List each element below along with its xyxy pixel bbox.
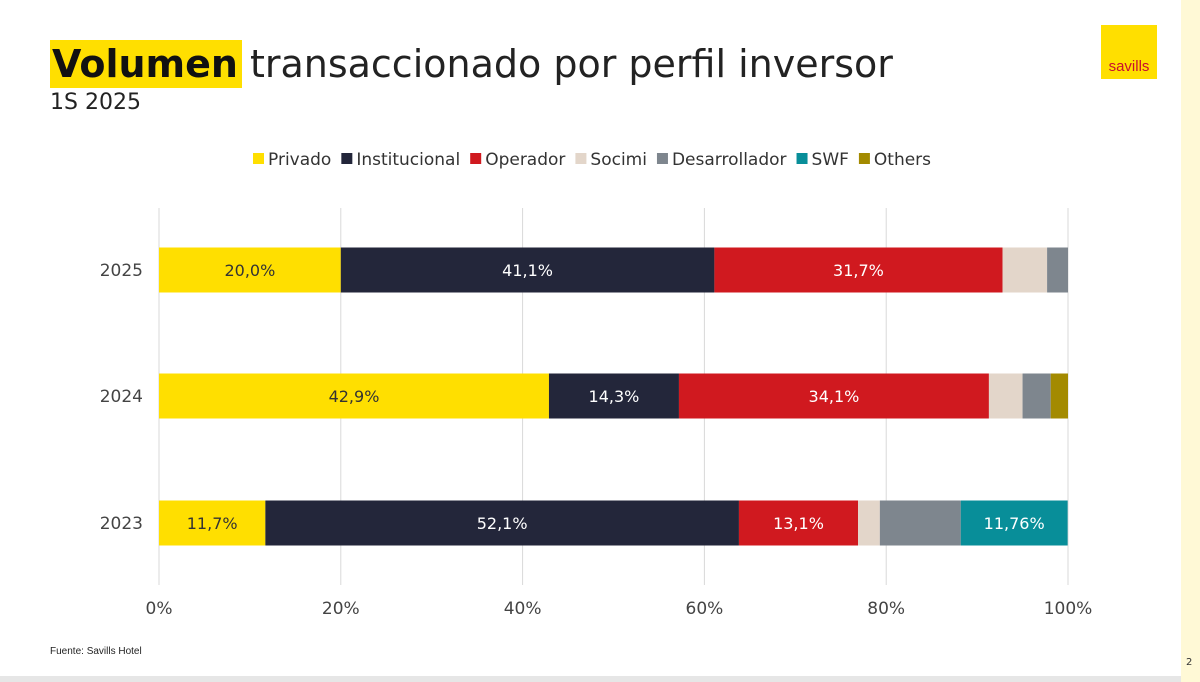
bar-segment bbox=[738, 500, 859, 546]
bar-segment bbox=[159, 247, 341, 293]
subtitle: 1S 2025 bbox=[50, 90, 141, 115]
bar-segment bbox=[879, 500, 961, 546]
bar-segment bbox=[988, 373, 1023, 419]
bar-segment bbox=[265, 500, 739, 546]
data-label: 14,3% bbox=[589, 387, 640, 406]
data-label: 20,0% bbox=[224, 261, 275, 280]
bar-segment bbox=[159, 500, 266, 546]
x-tick-label: 40% bbox=[504, 599, 542, 619]
bar-segment bbox=[678, 373, 989, 419]
legend-swatch bbox=[656, 153, 668, 164]
data-label: 11,7% bbox=[187, 514, 238, 533]
y-category-label: 2023 bbox=[100, 514, 143, 534]
legend-label: Others bbox=[874, 150, 931, 170]
bar-segment bbox=[960, 500, 1068, 546]
legend-label: Socimi bbox=[590, 150, 647, 170]
legend-swatch bbox=[470, 153, 482, 164]
y-category-label: 2024 bbox=[100, 387, 143, 407]
title-highlight: Volumen bbox=[50, 40, 242, 88]
bar-segment bbox=[714, 247, 1003, 293]
legend-label: Institucional bbox=[356, 150, 460, 170]
legend-swatch bbox=[253, 153, 264, 164]
savills-logo: savills bbox=[1101, 25, 1157, 79]
bar-segment bbox=[340, 247, 715, 293]
x-tick-label: 80% bbox=[867, 599, 905, 619]
data-label: 34,1% bbox=[809, 387, 860, 406]
legend-swatch bbox=[858, 153, 870, 164]
data-label: 31,7% bbox=[833, 261, 884, 280]
data-label: 42,9% bbox=[329, 387, 380, 406]
bar-segment bbox=[548, 373, 679, 419]
logo-text: savills bbox=[1108, 58, 1150, 75]
data-label: 11,76% bbox=[984, 514, 1045, 533]
x-tick-label: 60% bbox=[686, 599, 724, 619]
legend-swatch bbox=[341, 153, 353, 164]
bar-segment bbox=[159, 373, 549, 419]
bar-segment bbox=[858, 500, 880, 546]
source-note: Fuente: Savills Hotel bbox=[50, 646, 142, 657]
legend-label: Operador bbox=[485, 150, 565, 170]
y-category-label: 2025 bbox=[100, 261, 143, 281]
page-number: 2 bbox=[1186, 657, 1193, 668]
bar-segment bbox=[1050, 373, 1068, 419]
x-tick-label: 0% bbox=[146, 599, 173, 619]
legend-label: Desarrollador bbox=[672, 150, 787, 170]
title-rest: transaccionado por perfil inversor bbox=[249, 42, 893, 86]
x-tick-label: 100% bbox=[1044, 599, 1093, 619]
legend-label: Privado bbox=[268, 150, 331, 170]
stacked-bar-chart: 0% 20% 40% 60% 80% 100% 2025 2024 2023 20,0% 41,1%… bbox=[100, 150, 1093, 619]
x-tick-label: 20% bbox=[322, 599, 360, 619]
data-label: 52,1% bbox=[477, 514, 528, 533]
legend-swatch bbox=[796, 153, 808, 164]
bar-segment bbox=[1002, 247, 1048, 293]
legend-swatch bbox=[575, 153, 587, 164]
data-label: 41,1% bbox=[502, 261, 553, 280]
data-label: 13,1% bbox=[773, 514, 824, 533]
bottom-bar bbox=[0, 676, 1181, 682]
bar-segment bbox=[1022, 373, 1051, 419]
slide: Volumen transaccionado por perfil inverso… bbox=[50, 25, 1157, 657]
bar-segment bbox=[1047, 247, 1068, 293]
slide-edge bbox=[1181, 0, 1200, 682]
legend-label: SWF bbox=[812, 150, 849, 170]
page-title: Volumen transaccionado por perfil inverso… bbox=[50, 40, 893, 90]
